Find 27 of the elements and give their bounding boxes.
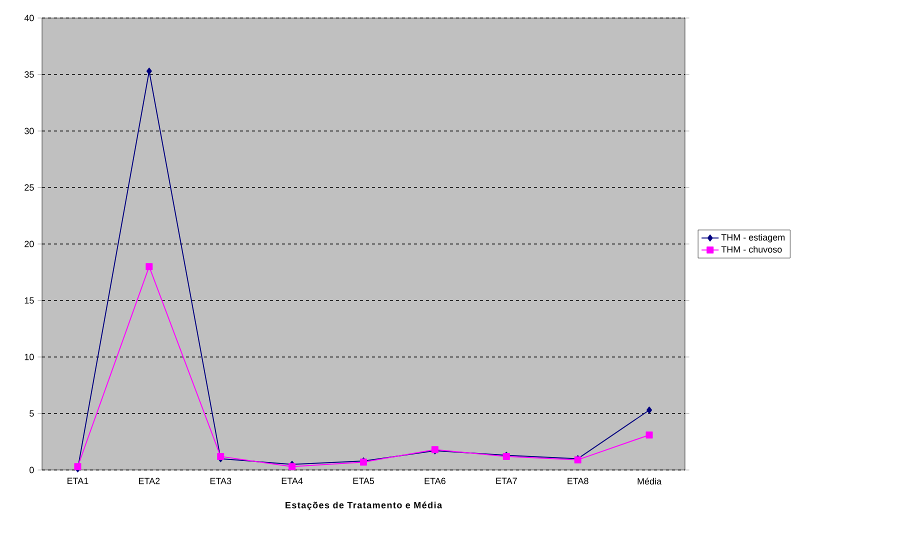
x-tick-label: ETA8	[568, 478, 588, 484]
y-tick-label: 10	[24, 354, 34, 360]
x-tick-label: Média	[638, 478, 662, 485]
y-tick-label: 30	[24, 128, 34, 134]
x-axis-title: Estações de Tratamento e Média	[286, 502, 442, 510]
y-tick-label: 35	[24, 71, 34, 78]
y-tick-label: 20	[24, 240, 34, 248]
y-tick-label: 15	[24, 297, 34, 304]
y-tick-label: 40	[24, 14, 34, 22]
point	[217, 452, 224, 460]
legend-label: THM - chuvoso	[721, 246, 782, 253]
x-tick-label: ETA7	[496, 478, 517, 484]
y-tick-label: 5	[30, 410, 34, 417]
point	[646, 431, 653, 438]
x-tick-label: ETA5	[353, 478, 374, 484]
x-tick-label: ETA3	[210, 478, 232, 484]
point	[288, 463, 296, 470]
x-tick-label: ETA2	[138, 478, 160, 484]
x-tick-label: ETA4	[282, 478, 303, 484]
point	[646, 406, 652, 414]
x-tick-label: ETA6	[424, 478, 446, 484]
x-tick-label: ETA1	[68, 478, 88, 484]
legend-label: THM - estiagem	[721, 234, 785, 242]
y-tick-label: 25	[24, 184, 34, 191]
y-tick-label: 0	[30, 466, 34, 474]
point	[146, 68, 152, 75]
point	[146, 263, 153, 270]
